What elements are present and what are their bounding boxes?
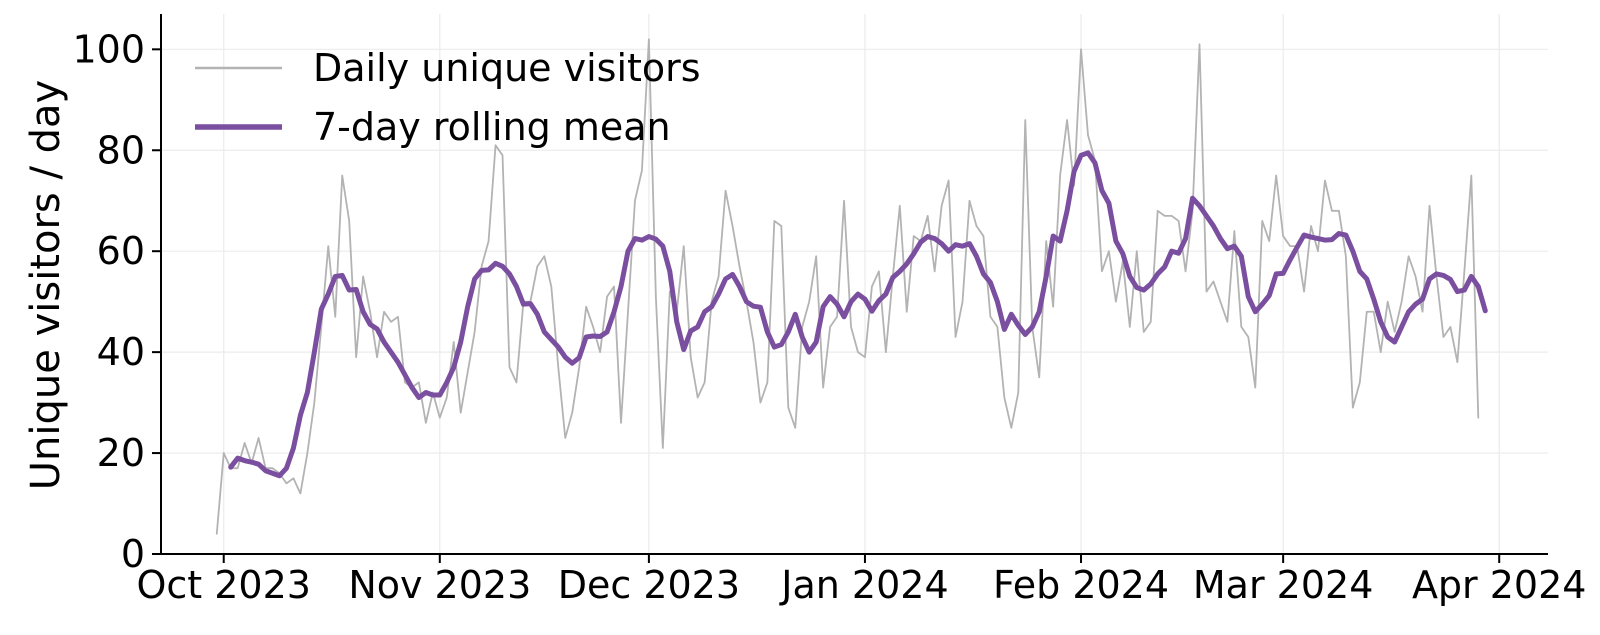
y-tick-label: 60 xyxy=(97,229,145,273)
x-tick-label: Jan 2024 xyxy=(779,563,948,607)
x-tick-label: Oct 2023 xyxy=(136,563,311,607)
legend: Daily unique visitors 7-day rolling mean xyxy=(195,46,701,149)
x-ticks: Oct 2023 Nov 2023 Dec 2023 Jan 2024 Feb 2024… xyxy=(136,554,1586,607)
series-layer xyxy=(215,38,1488,535)
y-tick-label: 40 xyxy=(97,330,145,374)
y-axis-title: Unique visitors / day xyxy=(23,80,69,490)
y-tick-label: 0 xyxy=(121,532,145,576)
series-line-daily-visitors xyxy=(215,38,1480,535)
x-tick-label: Mar 2024 xyxy=(1193,563,1373,607)
y-ticks: 0 20 40 60 80 100 xyxy=(72,27,161,576)
y-tick-label: 100 xyxy=(72,27,145,71)
y-tick-label: 80 xyxy=(97,128,145,172)
axes xyxy=(160,14,1548,555)
legend-label-rolling: 7-day rolling mean xyxy=(313,105,671,149)
x-tick-label: Apr 2024 xyxy=(1412,563,1587,607)
series-line-rolling-mean xyxy=(228,150,1488,479)
x-tick-label: Feb 2024 xyxy=(993,563,1169,607)
x-tick-label: Nov 2023 xyxy=(348,563,531,607)
y-tick-label: 20 xyxy=(97,431,145,475)
gridlines xyxy=(161,14,1548,555)
x-tick-label: Dec 2023 xyxy=(558,563,740,607)
legend-label-daily: Daily unique visitors xyxy=(313,46,701,90)
